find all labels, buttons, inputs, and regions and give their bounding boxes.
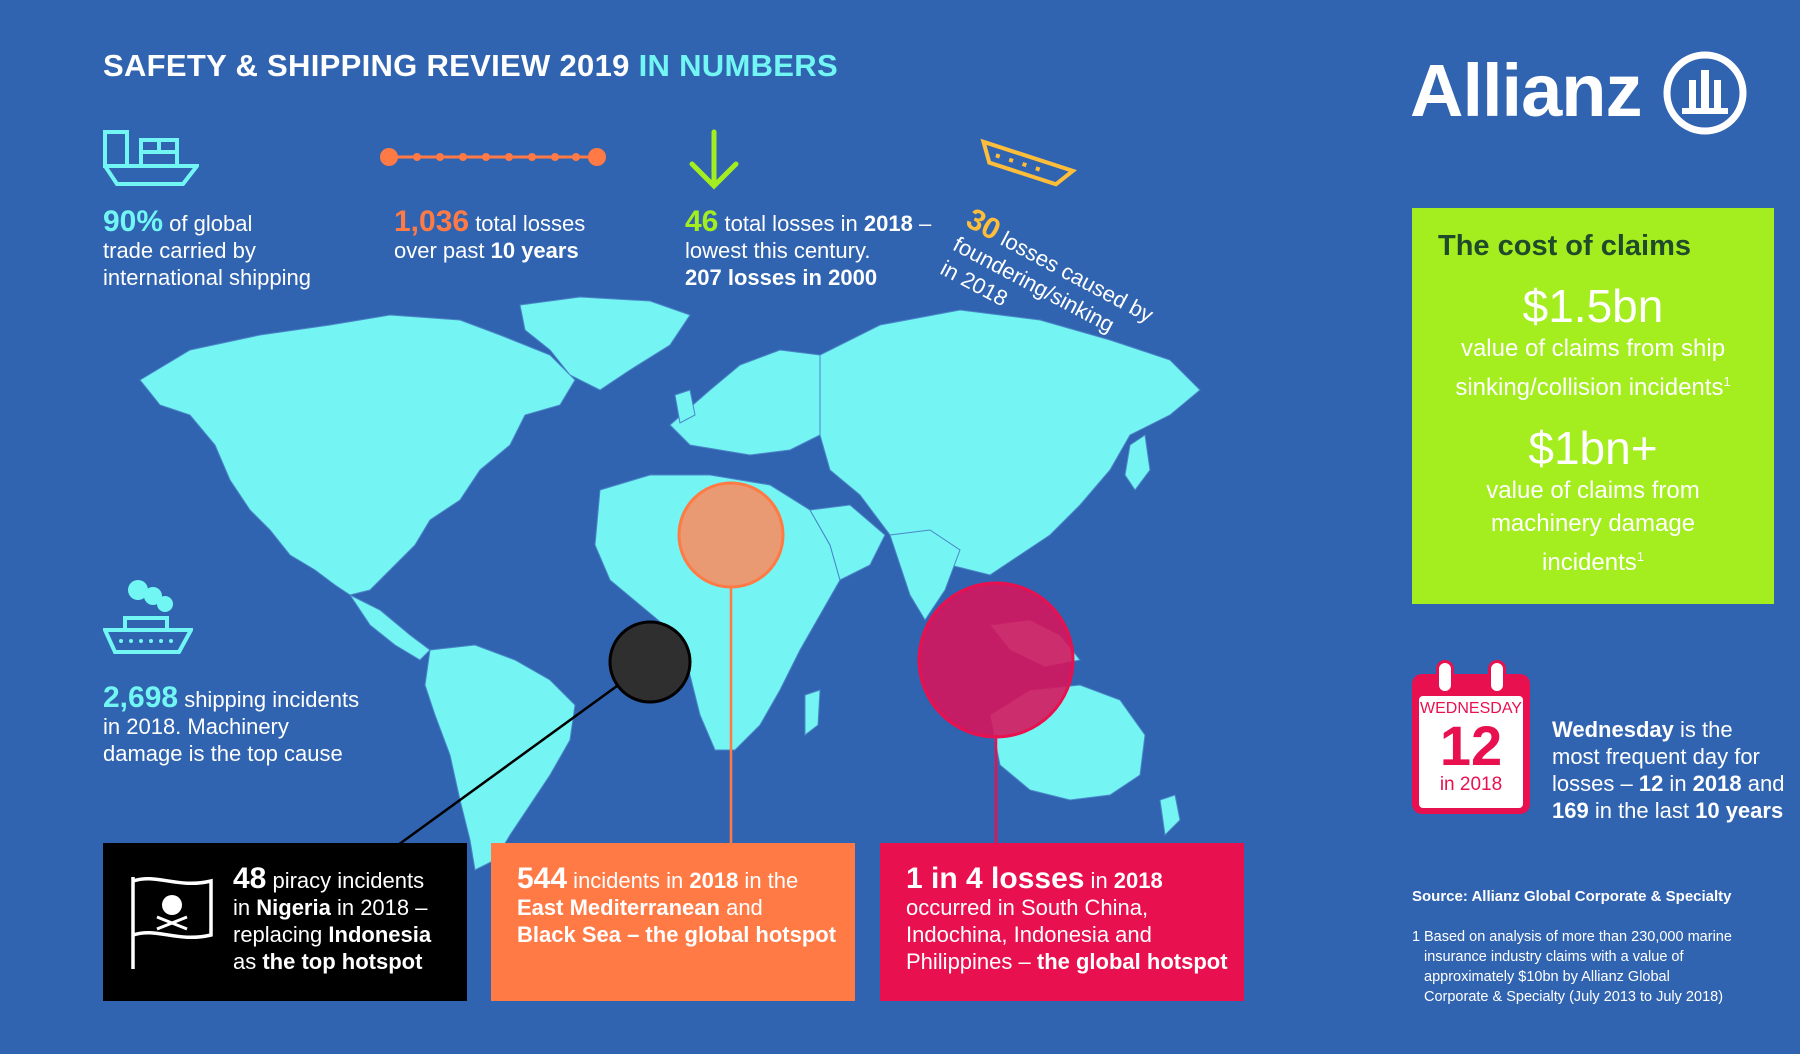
- sinking-ship-icon: [980, 138, 1077, 187]
- cargo-ship-icon: [103, 130, 199, 186]
- calendar-stat: Wednesday is the most frequent day for l…: [1552, 717, 1785, 823]
- title-highlight: IN NUMBERS: [638, 48, 838, 83]
- south-china-hotspot-box: 1 in 4 losses in 2018 occurred in South …: [880, 843, 1244, 1001]
- title-main: SAFETY & SHIPPING REVIEW 2019: [103, 48, 630, 83]
- stat-trade: 90% of global trade carried by internati…: [103, 205, 311, 291]
- allianz-eagle-emblem-icon: [1663, 51, 1747, 135]
- stat-lowest-losses: 46 total losses in 2018 – lowest this ce…: [685, 205, 932, 291]
- piracy-text: 48 piracy incidents in Nigeria in 2018 –…: [233, 862, 432, 975]
- calendar-day: WEDNESDAY: [1420, 700, 1522, 717]
- nigeria-hotspot-circle: [608, 620, 692, 704]
- page-title: SAFETY & SHIPPING REVIEW 2019 IN NUMBERS: [103, 48, 838, 84]
- claims-desc-2: value of claims from machinery damage in…: [1486, 477, 1700, 576]
- south-china-text: 1 in 4 losses in 2018 occurred in South …: [906, 862, 1228, 975]
- calendar-year: in 2018: [1439, 774, 1503, 795]
- claims-desc-1: value of claims from ship sinking/collis…: [1455, 335, 1731, 401]
- world-map: [139, 296, 1201, 871]
- south-china-hotspot-circle: [917, 581, 1075, 739]
- mediterranean-hotspot-box: 544 incidents in 2018 in the East Medite…: [491, 843, 855, 1001]
- footnote-number: 1: [1412, 929, 1421, 945]
- mediterranean-hotspot-circle: [677, 481, 785, 589]
- cost-heading: The cost of claims: [1438, 230, 1692, 262]
- piracy-hotspot-box: 48 piracy incidents in Nigeria in 2018 –…: [103, 843, 467, 1001]
- calendar-date: 12: [1439, 714, 1503, 777]
- stat-total-losses: 1,036 total losses over past 10 years: [394, 205, 586, 264]
- timeline-dots-icon: [380, 148, 606, 166]
- stat-shipping-incidents: 2,698 shipping incidents in 2018. Machin…: [103, 681, 360, 767]
- claims-amount-2: $1bn+: [1528, 422, 1658, 474]
- source-label: Source: Allianz Global Corporate & Speci…: [1412, 888, 1732, 905]
- footnote-text: Based on analysis of more than 230,000 m…: [1424, 929, 1732, 1005]
- pirate-flag-icon: [131, 876, 213, 969]
- cost-of-claims-panel: The cost of claims $1.5bn value of claim…: [1412, 208, 1774, 604]
- cruise-ship-icon: [103, 580, 193, 654]
- mediterranean-text: 544 incidents in 2018 in the East Medite…: [517, 862, 837, 948]
- allianz-logo-text: Allianz: [1410, 49, 1642, 132]
- claims-amount-1: $1.5bn: [1522, 280, 1664, 332]
- down-arrow-icon: [689, 129, 739, 190]
- calendar-icon: WEDNESDAY 12 in 2018: [1412, 660, 1530, 814]
